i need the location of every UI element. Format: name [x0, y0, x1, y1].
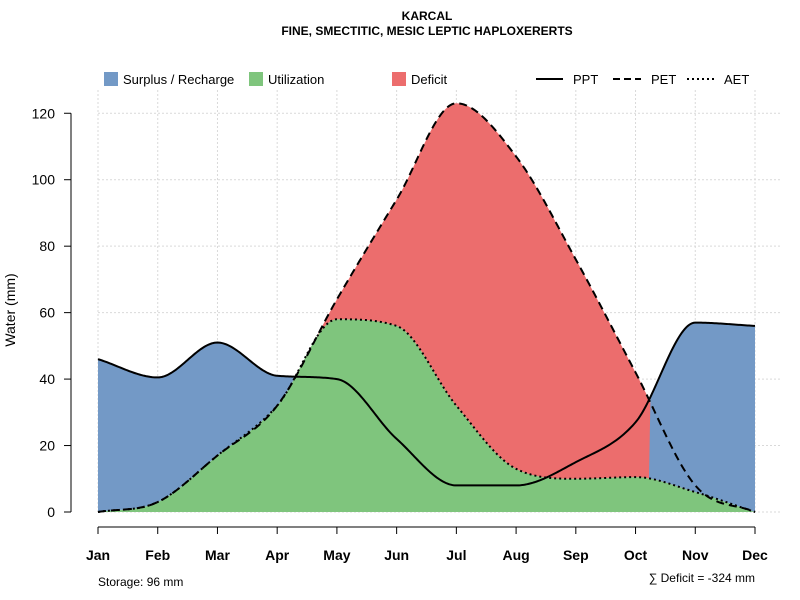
x-tick-label: Aug	[502, 547, 529, 563]
x-tick-label: Feb	[145, 547, 170, 563]
x-tick-label: Sep	[563, 547, 589, 563]
legend-label-surplus: Surplus / Recharge	[123, 72, 234, 87]
x-tick-label: Dec	[742, 547, 768, 563]
y-tick-label: 60	[39, 305, 55, 321]
series-lines	[97, 102, 756, 513]
axes: 0 20 40 60 80 100 120 Jan Feb Mar Apr May Jun Jul Aug S…	[32, 105, 768, 563]
area-utilization	[98, 319, 755, 512]
x-tick-label: May	[323, 547, 350, 563]
x-tick-label: Mar	[205, 547, 230, 563]
chart-subtitle: FINE, SMECTITIC, MESIC LEPTIC HAPLOXERER…	[281, 24, 572, 38]
deficit-annotation: ∑ Deficit = -324 mm	[649, 571, 755, 585]
legend-swatch-deficit	[392, 72, 406, 86]
series-line-ppt	[97, 321, 756, 487]
legend: Surplus / Recharge Utilization Deficit P…	[104, 72, 749, 87]
y-tick-label: 40	[39, 371, 55, 387]
y-axis-label: Water (mm)	[2, 273, 18, 346]
x-tick-label: Jun	[384, 547, 409, 563]
legend-label-utilization: Utilization	[268, 72, 324, 87]
chart-title: KARCAL	[402, 9, 453, 23]
series-line-aet	[97, 318, 756, 513]
x-tick-label: Jul	[446, 547, 466, 563]
x-tick-label: Nov	[682, 547, 709, 563]
area-fills	[98, 103, 755, 512]
legend-label-aet: AET	[724, 72, 749, 87]
x-tick-label: Apr	[265, 547, 290, 563]
y-tick-label: 20	[39, 438, 55, 454]
area-surplus	[98, 319, 755, 512]
y-tick-label: 0	[47, 504, 55, 520]
y-tick-label: 120	[32, 105, 56, 121]
y-tick-label: 100	[32, 172, 56, 188]
series-line-pet	[97, 102, 756, 513]
x-tick-label: Jan	[86, 547, 110, 563]
x-tick-label: Oct	[624, 547, 648, 563]
storage-annotation: Storage: 96 mm	[98, 575, 183, 589]
legend-label-pet: PET	[651, 72, 676, 87]
legend-label-ppt: PPT	[573, 72, 598, 87]
y-tick-label: 80	[39, 238, 55, 254]
legend-swatch-utilization	[249, 72, 263, 86]
legend-label-deficit: Deficit	[411, 72, 448, 87]
legend-swatch-surplus	[104, 72, 118, 86]
area-deficit	[98, 103, 755, 512]
